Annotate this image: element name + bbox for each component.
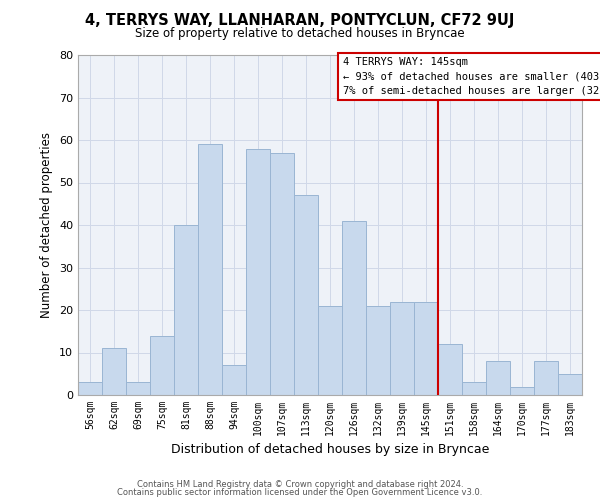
Bar [174, 225, 198, 395]
Y-axis label: Number of detached properties: Number of detached properties [40, 132, 53, 318]
Bar [438, 344, 462, 395]
Text: Contains public sector information licensed under the Open Government Licence v3: Contains public sector information licen… [118, 488, 482, 497]
Bar [558, 374, 582, 395]
Text: Contains HM Land Registry data © Crown copyright and database right 2024.: Contains HM Land Registry data © Crown c… [137, 480, 463, 489]
Bar [366, 306, 390, 395]
Bar [294, 195, 318, 395]
Bar [510, 386, 534, 395]
Text: 4, TERRYS WAY, LLANHARAN, PONTYCLUN, CF72 9UJ: 4, TERRYS WAY, LLANHARAN, PONTYCLUN, CF7… [85, 12, 515, 28]
X-axis label: Distribution of detached houses by size in Bryncae: Distribution of detached houses by size … [171, 444, 489, 456]
Bar [198, 144, 222, 395]
Bar [390, 302, 414, 395]
Bar [486, 361, 510, 395]
Text: Size of property relative to detached houses in Bryncae: Size of property relative to detached ho… [135, 28, 465, 40]
Bar [462, 382, 486, 395]
Bar [342, 221, 366, 395]
Bar [78, 382, 102, 395]
Bar [318, 306, 342, 395]
Bar [222, 365, 246, 395]
Bar [414, 302, 438, 395]
Bar [246, 148, 270, 395]
Bar [150, 336, 174, 395]
Text: 4 TERRYS WAY: 145sqm
← 93% of detached houses are smaller (403)
7% of semi-detac: 4 TERRYS WAY: 145sqm ← 93% of detached h… [343, 56, 600, 96]
Bar [534, 361, 558, 395]
Bar [270, 153, 294, 395]
Bar [126, 382, 150, 395]
Bar [102, 348, 126, 395]
